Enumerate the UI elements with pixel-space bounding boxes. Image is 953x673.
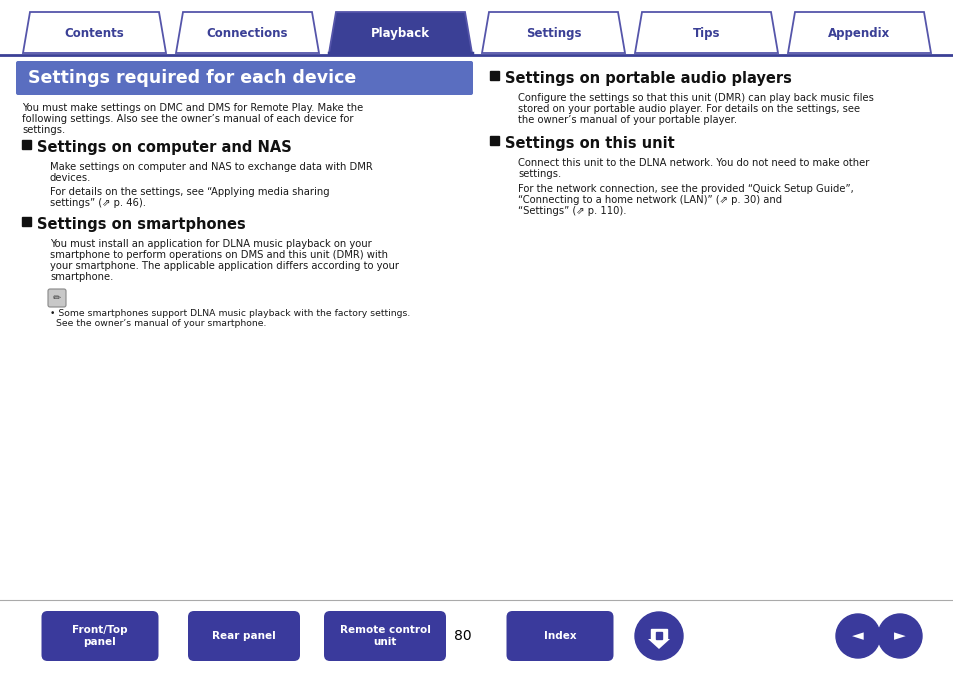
Text: smartphone.: smartphone. — [50, 272, 113, 282]
Text: Make settings on computer and NAS to exchange data with DMR: Make settings on computer and NAS to exc… — [50, 162, 373, 172]
Text: Index: Index — [543, 631, 576, 641]
Text: Playback: Playback — [371, 27, 430, 40]
Bar — [22, 217, 30, 226]
Text: Appendix: Appendix — [827, 27, 890, 40]
Bar — [22, 140, 30, 149]
Text: the owner’s manual of your portable player.: the owner’s manual of your portable play… — [517, 115, 737, 125]
Bar — [490, 71, 498, 80]
Circle shape — [635, 612, 682, 660]
Polygon shape — [635, 12, 778, 53]
Text: Rear panel: Rear panel — [212, 631, 275, 641]
Text: You must install an application for DLNA music playback on your: You must install an application for DLNA… — [50, 239, 372, 249]
Text: smartphone to perform operations on DMS and this unit (DMR) with: smartphone to perform operations on DMS … — [50, 250, 388, 260]
Text: Front/Top
panel: Front/Top panel — [72, 625, 128, 647]
Bar — [656, 632, 661, 639]
Text: Connect this unit to the DLNA network. You do not need to make other: Connect this unit to the DLNA network. Y… — [517, 158, 868, 168]
Text: Settings on smartphones: Settings on smartphones — [37, 217, 246, 232]
Text: Connections: Connections — [207, 27, 288, 40]
Text: your smartphone. The applicable application differs according to your: your smartphone. The applicable applicat… — [50, 261, 398, 271]
Text: Remote control
unit: Remote control unit — [339, 625, 430, 647]
FancyBboxPatch shape — [324, 611, 446, 661]
Text: settings.: settings. — [517, 169, 560, 179]
Text: For details on the settings, see “Applying media sharing: For details on the settings, see “Applyi… — [50, 187, 330, 197]
Text: ✏: ✏ — [52, 293, 61, 303]
Bar — [490, 136, 498, 145]
Text: following settings. Also see the owner’s manual of each device for: following settings. Also see the owner’s… — [22, 114, 354, 124]
Text: devices.: devices. — [50, 173, 91, 183]
Text: ►: ► — [893, 629, 905, 643]
FancyBboxPatch shape — [188, 611, 299, 661]
Circle shape — [835, 614, 879, 658]
Polygon shape — [23, 12, 166, 53]
Text: Configure the settings so that this unit (DMR) can play back music files: Configure the settings so that this unit… — [517, 93, 873, 103]
Text: 80: 80 — [454, 629, 472, 643]
Polygon shape — [329, 12, 472, 53]
Text: “Connecting to a home network (LAN)” (⇗ p. 30) and: “Connecting to a home network (LAN)” (⇗ … — [517, 195, 781, 205]
Text: Settings on computer and NAS: Settings on computer and NAS — [37, 140, 292, 155]
Text: Tips: Tips — [692, 27, 720, 40]
FancyBboxPatch shape — [48, 289, 66, 307]
Text: You must make settings on DMC and DMS for Remote Play. Make the: You must make settings on DMC and DMS fo… — [22, 103, 363, 113]
Polygon shape — [787, 12, 930, 53]
Text: For the network connection, see the provided “Quick Setup Guide”,: For the network connection, see the prov… — [517, 184, 853, 194]
Polygon shape — [481, 12, 624, 53]
Text: ◄: ◄ — [851, 629, 863, 643]
Text: settings” (⇗ p. 46).: settings” (⇗ p. 46). — [50, 198, 146, 208]
Text: Contents: Contents — [65, 27, 124, 40]
FancyBboxPatch shape — [506, 611, 613, 661]
Circle shape — [877, 614, 921, 658]
Text: Settings required for each device: Settings required for each device — [28, 69, 355, 87]
Text: settings.: settings. — [22, 125, 65, 135]
Text: • Some smartphones support DLNA music playback with the factory settings.: • Some smartphones support DLNA music pl… — [50, 309, 410, 318]
Polygon shape — [647, 639, 669, 649]
Text: Settings on portable audio players: Settings on portable audio players — [504, 71, 791, 86]
Text: “Settings” (⇗ p. 110).: “Settings” (⇗ p. 110). — [517, 206, 626, 216]
FancyBboxPatch shape — [42, 611, 158, 661]
Text: Settings on this unit: Settings on this unit — [504, 136, 674, 151]
FancyBboxPatch shape — [16, 61, 473, 95]
Text: Settings: Settings — [525, 27, 580, 40]
Text: See the owner’s manual of your smartphone.: See the owner’s manual of your smartphon… — [56, 319, 266, 328]
Bar — [650, 629, 666, 639]
Text: stored on your portable audio player. For details on the settings, see: stored on your portable audio player. Fo… — [517, 104, 860, 114]
Polygon shape — [175, 12, 318, 53]
